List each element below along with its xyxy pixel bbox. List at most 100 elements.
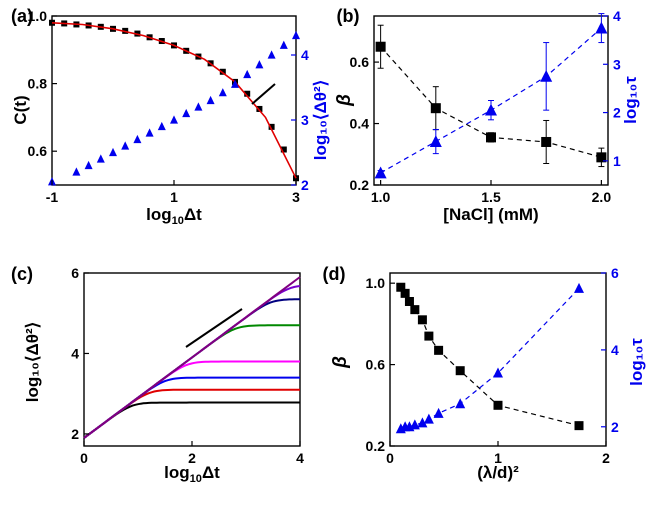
panel-d-triangle-dashed-line <box>400 287 580 430</box>
panel-a-y2-tick-label: 4 <box>301 47 309 63</box>
panel-b-y-tick-label: 0.6 <box>350 54 370 70</box>
panel-d-y2-label: log₁₀τ <box>627 338 646 386</box>
panel-a-triangle-point <box>109 147 117 157</box>
panel-b-y-label: β <box>334 94 355 107</box>
panel-d-y-tick-label: 1.0 <box>366 275 386 291</box>
panel-d-triangle-point <box>409 419 420 430</box>
panel-a-label: (a) <box>11 6 33 26</box>
panel-c-x-tick-label: 2 <box>188 450 196 466</box>
panel-a-triangle-point <box>255 60 264 69</box>
panel-c-y-tick-label: 2 <box>71 426 79 442</box>
panel-a-y-tick-label: 1.0 <box>28 8 48 24</box>
panel-b-triangle-point <box>429 135 442 147</box>
panel-a-triangle-point <box>170 115 178 124</box>
panel-d-square-point <box>396 282 406 292</box>
panel-a-square-point <box>280 146 287 153</box>
panel-d-triangle-point <box>423 413 434 424</box>
panel-b-x-label: [NaCl] (mM) <box>443 205 538 224</box>
panel-a-triangle-point <box>145 128 154 137</box>
panel-b-square-point <box>375 41 386 52</box>
panel-a-triangle-point <box>267 50 276 59</box>
panel-c-y-tick-label: 6 <box>71 265 79 281</box>
panel-a-x-tick-label: -1 <box>46 189 59 205</box>
panel-b-triangle-point <box>595 21 608 34</box>
panel-b-triangle-point <box>374 166 387 179</box>
panel-d-triangle-point <box>493 367 503 378</box>
panel-d-triangle-point <box>417 417 428 428</box>
panel-c-curve <box>83 376 300 439</box>
panel-c-curve <box>83 360 300 439</box>
panel-d-square-point <box>493 400 503 410</box>
panel-d-label: (d) <box>323 264 346 284</box>
panel-c-curve <box>83 298 300 439</box>
panel-b-triangle-point <box>485 103 497 116</box>
panel-d-x-label: (λ/d)² <box>477 463 519 482</box>
panel-a-y2-tick-label: 3 <box>301 112 309 128</box>
panel-c-frame <box>83 272 301 447</box>
panel-a-triangle-point <box>157 121 166 131</box>
panel-b-label: (b) <box>337 6 360 26</box>
panel-a-triangle-point <box>84 160 93 170</box>
panel-a-square-point <box>256 105 263 112</box>
panel-b-square-point <box>596 152 607 163</box>
panel-a-x-tick-label: 3 <box>292 189 300 205</box>
panel-d-x-tick-label: 1 <box>494 450 502 466</box>
panel-a-y-tick-label: 0.8 <box>28 76 48 92</box>
panel-b: 1.0 1.5 2.0 0.2 0.4 0.6 1 2 3 4 (b) [NaCl] (mM) β log… <box>334 6 640 224</box>
panel-b-y2-label: log₁₀τ <box>621 76 640 124</box>
panel-d-square-point <box>424 331 434 341</box>
panel-a-triangle-point <box>218 88 227 97</box>
panel-d-y-label: β <box>330 356 351 369</box>
panel-d-x-tick-label: 2 <box>602 450 610 466</box>
panel-b-y2-tick-label: 3 <box>613 56 621 72</box>
panel-d: 0 1 2 0.2 0.6 1.0 2 4 6 (d) (λ/d)² β log₁₀τ <box>323 264 646 482</box>
panel-a-x-tick-label: 1 <box>170 189 178 205</box>
panel-a-square-point <box>244 90 251 97</box>
panel-b-x-tick-label: 1.5 <box>481 189 501 205</box>
panel-c-curve <box>83 276 301 439</box>
panel-a-triangle-point <box>243 69 252 79</box>
panel-a-frame <box>51 15 297 186</box>
panel-a-triangle-point <box>96 154 105 163</box>
panel-d-y-tick-label: 0.2 <box>366 438 386 454</box>
panel-d-y2-tick-label: 4 <box>611 342 619 358</box>
panel-d-y2-tick-label: 6 <box>611 265 619 281</box>
panel-b-y2-tick-label: 4 <box>613 8 621 24</box>
panel-a-triangle-point <box>133 134 142 144</box>
panel-a-square-point <box>49 19 55 26</box>
panel-d-square-point <box>410 305 420 315</box>
panel-c-label: (c) <box>11 264 33 284</box>
panel-c-x-tick-label: 4 <box>296 450 304 466</box>
panel-b-square-point <box>541 136 552 147</box>
panel-c-y-label: log₁₀⟨Δθ²⟩ <box>23 322 42 403</box>
panel-c-slope-guide <box>185 308 243 348</box>
panel-d-square-point <box>417 315 427 325</box>
panel-a-y-label: C(t) <box>11 95 30 124</box>
panel-a-triangle-point <box>292 30 300 40</box>
panel-d-y2-tick-label: 2 <box>611 419 619 435</box>
panel-d-square-point <box>434 345 444 355</box>
panel-a-square-point <box>293 175 299 182</box>
panel-b-x-tick-label: 1.0 <box>371 189 391 205</box>
panel-a-slope-guide <box>251 83 276 105</box>
panel-d-triangle-point <box>574 282 584 293</box>
panel-b-x-tick-label: 2.0 <box>592 189 612 205</box>
panel-c-x-axis-label: log10Δt <box>164 463 220 485</box>
panel-d-square-point <box>404 296 414 306</box>
panel-b-y2-tick-label: 2 <box>613 105 621 121</box>
panel-a-x-axis-label: log10Δt <box>146 205 202 227</box>
panel-d-x-tick-label: 0 <box>386 450 394 466</box>
panel-a-triangle-point <box>231 79 239 88</box>
panel-d-y-tick-label: 0.6 <box>366 357 386 373</box>
panel-b-y-tick-label: 0.4 <box>350 116 370 132</box>
panel-a-y-tick-label: 0.6 <box>28 143 48 159</box>
panel-b-triangle-point <box>540 69 553 82</box>
panel-b-square-point <box>486 132 496 143</box>
panel-c-y-tick-label: 4 <box>71 345 79 361</box>
panel-d-square-point <box>574 421 584 431</box>
panel-b-square-point <box>430 103 441 114</box>
panel-a-square-point <box>268 123 275 130</box>
